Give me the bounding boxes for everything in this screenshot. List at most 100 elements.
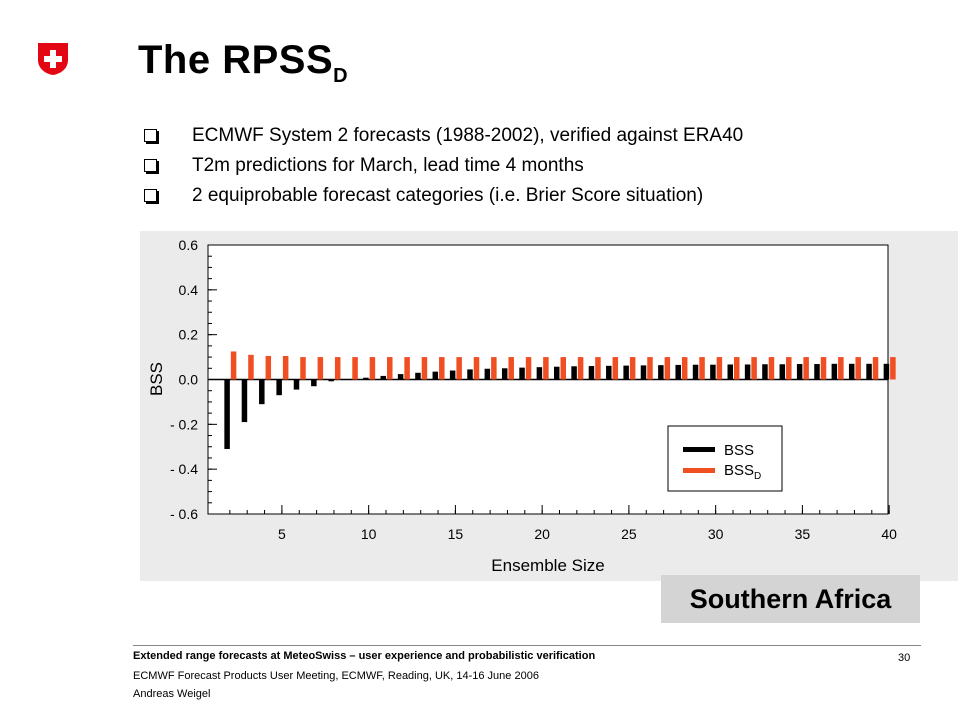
bssd-bar [369, 357, 376, 380]
bss-bar [276, 379, 282, 396]
legend-label-bssd-subscript: D [754, 471, 761, 482]
y-tick-label: - 0.4 [170, 461, 198, 477]
bss-bar [831, 363, 838, 380]
bssd-bar [629, 357, 636, 380]
bssd-bar [890, 357, 896, 380]
bss-bar [449, 370, 456, 380]
bssd-bar [334, 357, 341, 380]
title-subscript: D [333, 65, 349, 87]
bssd-bar [855, 357, 861, 380]
bss-bar [814, 364, 820, 380]
footer-divider [133, 645, 921, 646]
y-tick-label: - 0.6 [170, 506, 198, 522]
bss-bar [328, 379, 334, 382]
swiss-cross-shield-icon [38, 43, 68, 75]
bss-bar [779, 364, 786, 380]
bssd-bar [820, 357, 827, 380]
bss-bar [363, 377, 369, 380]
bssd-bar [230, 351, 237, 380]
page-title: The RPSSD [138, 38, 348, 88]
bssd-bar [387, 357, 393, 380]
x-tick-label: 20 [534, 526, 550, 542]
x-tick-label: 40 [881, 526, 897, 542]
bssd-bar [404, 357, 410, 380]
bssd-bar [872, 357, 879, 380]
bss-bar [241, 379, 248, 423]
y-tick-label: - 0.2 [170, 416, 198, 432]
bss-bar [311, 379, 317, 387]
bss-bar [259, 379, 265, 405]
bss-bar [658, 365, 664, 380]
checkbox-bullet-icon [144, 189, 157, 202]
x-tick-label: 25 [621, 526, 637, 542]
checkbox-bullet-icon [144, 129, 157, 142]
bssd-bar [716, 357, 723, 380]
bssd-bar [803, 357, 809, 380]
y-tick-label: 0.4 [179, 282, 199, 298]
bssd-bar [577, 357, 584, 380]
bss-bar [501, 368, 508, 380]
bss-bar [744, 364, 751, 380]
bss-bar [710, 364, 716, 380]
bss-bar [640, 365, 647, 380]
bssd-bar [681, 357, 688, 380]
bssd-bar [456, 357, 462, 380]
bss-bar [397, 374, 404, 380]
legend-swatch-bss [683, 447, 715, 452]
legend-label-bssd: BSSD [724, 462, 761, 482]
x-tick-label: 5 [278, 526, 286, 542]
region-label: Southern Africa [661, 575, 920, 623]
bssd-bar [265, 355, 272, 380]
bssd-bar [352, 357, 358, 380]
bss-bar [415, 372, 421, 380]
y-tick-label: 0.6 [179, 237, 199, 253]
bullet-text: T2m predictions for March, lead time 4 m… [192, 155, 584, 176]
bullet-text: 2 equiprobable forecast categories (i.e.… [192, 185, 704, 206]
bssd-bar [439, 357, 445, 380]
bss-bar [519, 367, 525, 380]
footer-author: Andreas Weigel [133, 688, 211, 700]
bss-bar [536, 367, 543, 380]
bss-bar [224, 379, 230, 449]
bssd-bar [595, 357, 601, 380]
bssd-bar [421, 357, 428, 380]
bss-bar [293, 379, 300, 390]
bssd-bar [734, 357, 740, 380]
bssd-bar [664, 357, 671, 380]
bssd-bar [543, 357, 549, 380]
bss-bar [762, 364, 768, 380]
bullet-text: ECMWF System 2 forecasts (1988-2002), ve… [192, 125, 744, 146]
x-axis-title: Ensemble Size [491, 556, 604, 575]
bss-bar [727, 364, 733, 380]
bssd-bar [838, 357, 844, 380]
bss-bar [692, 364, 699, 380]
bss-bar [554, 366, 560, 380]
bss-bar [571, 366, 577, 380]
y-axis-title: BSS [147, 362, 166, 396]
bss-bar [883, 363, 890, 380]
x-tick-label: 30 [708, 526, 724, 542]
footer-meeting: ECMWF Forecast Products User Meeting, EC… [133, 670, 539, 682]
bssd-bar [248, 354, 254, 380]
bssd-bar [612, 357, 619, 380]
bssd-bar [699, 357, 705, 380]
bss-bar [484, 368, 491, 380]
bss-bar [606, 365, 612, 380]
x-tick-label: 10 [361, 526, 377, 542]
y-tick-label: 0.0 [179, 372, 199, 388]
bssd-bar [491, 357, 497, 380]
bssd-bar [508, 357, 514, 380]
bssd-bar [317, 357, 324, 380]
bssd-bar [647, 357, 653, 380]
bss-bar [467, 369, 473, 380]
footer-title: Extended range forecasts at MeteoSwiss –… [133, 650, 596, 662]
bss-bar [588, 366, 595, 380]
y-tick-label: 0.2 [179, 327, 199, 343]
bss-bar [432, 371, 439, 380]
legend-box [667, 425, 783, 492]
x-tick-label: 15 [448, 526, 464, 542]
bssd-bar [786, 357, 792, 380]
bss-chart: 0.6 0.4 0.2 0.0 - 0.2 - 0.4 - 0.6 5 10 15 20 25 30 35… [140, 231, 958, 581]
bssd-bar [751, 357, 757, 380]
checkbox-bullet-icon [144, 159, 157, 172]
